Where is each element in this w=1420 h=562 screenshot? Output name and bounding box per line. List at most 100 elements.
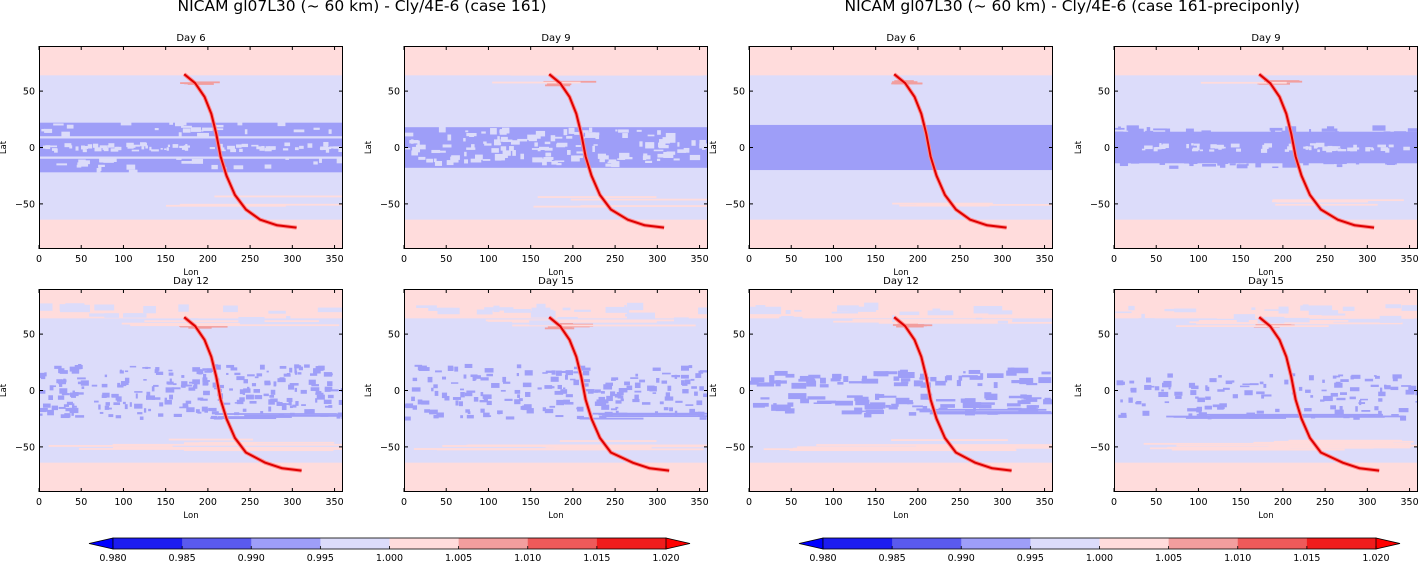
contour-patch [570, 132, 580, 134]
contour-patch [169, 394, 173, 400]
contour-streak [137, 316, 291, 319]
contour-patch [930, 376, 937, 382]
contour-patch [447, 134, 452, 141]
x-tick-label: 350 [325, 254, 343, 265]
contour-patch [1114, 131, 1124, 135]
contour-patch [49, 145, 58, 148]
contour-patch [993, 382, 998, 389]
contour-patch [1217, 162, 1223, 166]
contour-patch [961, 375, 978, 378]
contour-patch [299, 145, 304, 149]
contour-patch [237, 120, 243, 126]
contour-patch [1229, 159, 1235, 163]
contour-patch [785, 373, 795, 378]
y-tick-label: −50 [380, 199, 400, 210]
contour-patch [323, 141, 329, 147]
contour-patch [242, 408, 247, 412]
contour-patch [550, 386, 555, 389]
contour-patch [324, 405, 331, 408]
contour-patch [1360, 398, 1368, 401]
panel-title: Day 12 [883, 276, 919, 287]
colorbar-segment [1030, 538, 1100, 549]
contour-patch [256, 146, 264, 150]
contour-patch [254, 395, 263, 400]
contour-patch [514, 389, 521, 394]
contour-patch [57, 319, 62, 324]
contour-patch [1282, 162, 1298, 168]
contour-patch [1128, 397, 1133, 403]
contour-streak [112, 446, 343, 449]
x-tick-label: 250 [951, 254, 969, 265]
contour-patch [181, 125, 192, 128]
contour-patch [324, 386, 333, 390]
contour-patch [159, 402, 164, 407]
contour-patch [171, 387, 181, 390]
contour-patch [1225, 380, 1233, 385]
contour-patch [64, 413, 71, 418]
contour-patch [1322, 146, 1329, 151]
contour-patch [516, 364, 522, 369]
contour-patch [154, 369, 159, 374]
contour-patch [435, 370, 442, 373]
contour-patch [482, 159, 491, 161]
contour-patch [75, 146, 79, 151]
contour-patch [149, 146, 152, 151]
contour-patch [1336, 397, 1346, 401]
contour-patch [1038, 377, 1052, 384]
contour-patch [509, 146, 514, 151]
contour-patch [318, 365, 325, 371]
contour-patch [268, 399, 275, 405]
contour-patch [277, 378, 286, 383]
contour-patch [244, 129, 248, 135]
contour-patch [168, 369, 173, 372]
contour-patch [647, 385, 655, 391]
contour-patch [699, 417, 707, 420]
contour-streak [1247, 73, 1379, 76]
colorbar-segment [389, 538, 460, 549]
contour-patch [1186, 143, 1189, 149]
contour-patch [555, 415, 564, 418]
contour-patch [1190, 390, 1197, 396]
contour-patch [251, 383, 257, 387]
contour-patch [233, 165, 244, 170]
contour-patch [1008, 395, 1026, 399]
contour-patch [437, 307, 460, 315]
contour-patch [813, 402, 832, 405]
contour-patch [1209, 378, 1217, 383]
contour-patch [433, 384, 438, 389]
contour-patch [605, 382, 614, 386]
contour-patch [565, 394, 573, 398]
contour-patch [292, 404, 297, 408]
contour-patch [627, 312, 655, 320]
contour-patch [653, 149, 664, 152]
tracer-curve [1258, 316, 1380, 472]
contour-patch [243, 379, 248, 384]
contour-patch [1184, 160, 1192, 164]
contour-streak [442, 445, 708, 447]
contour-patch [289, 405, 293, 409]
panel-2-2: Day 9 0 50 100 150 200 250 300 350 50 0 −50 Lon Lat [1074, 33, 1419, 278]
x-tick-label: 50 [785, 497, 797, 508]
contour-patch [550, 376, 559, 382]
contour-patch [476, 309, 493, 315]
contour-patch [912, 405, 923, 408]
x-axis-label: Lon [183, 268, 198, 278]
contour-patch [1261, 394, 1265, 399]
contour-patch [550, 135, 556, 142]
colorbar-tick-label: 0.985 [169, 553, 196, 562]
contour-patch [77, 381, 82, 385]
contour-patch [785, 410, 792, 414]
colorbar-segment [113, 538, 183, 549]
contour-patch [78, 392, 84, 395]
contour-patch [636, 129, 642, 132]
contour-patch [124, 377, 130, 383]
contour-patch [1338, 374, 1344, 377]
contour-patch [98, 404, 101, 410]
contour-streak [1216, 317, 1415, 319]
contour-patch [282, 148, 289, 151]
contour-patch [279, 365, 287, 369]
contour-patch [91, 384, 98, 387]
contour-patch [529, 320, 560, 326]
contour-patch [459, 388, 464, 391]
